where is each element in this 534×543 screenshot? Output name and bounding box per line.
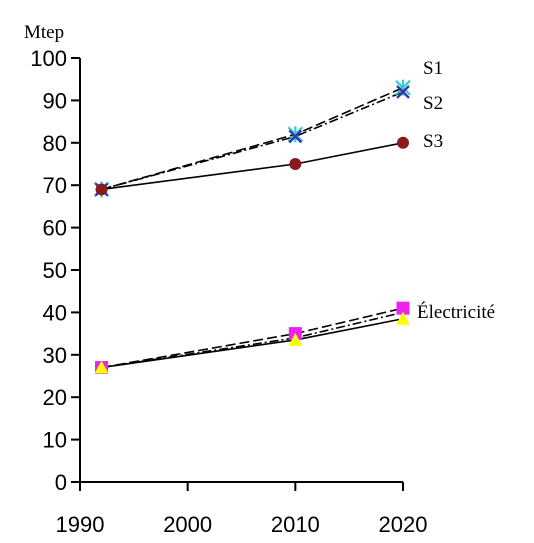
series-line-2 xyxy=(101,142,404,191)
series-label-1: S2 xyxy=(423,93,443,114)
series-1-marker-2 xyxy=(396,85,410,99)
series-labels: S1 S2 S3 Électricité xyxy=(417,58,495,323)
series-label-2: S3 xyxy=(423,131,443,152)
y-tick-label-10: 10 xyxy=(43,428,67,453)
series-lines xyxy=(101,86,404,369)
y-tick-label-50: 50 xyxy=(43,258,67,283)
series-line-0 xyxy=(101,86,404,191)
x-tick-label-2000: 2000 xyxy=(163,512,212,537)
y-tick-label-100: 100 xyxy=(30,46,67,71)
series-2-marker-2 xyxy=(397,136,409,149)
x-tick-label-2020: 2020 xyxy=(379,512,428,537)
y-tick-label-70: 70 xyxy=(43,173,67,198)
y-tick-label-20: 20 xyxy=(43,385,67,410)
y-tick-label-80: 80 xyxy=(43,131,67,156)
series-2-marker-0 xyxy=(95,183,108,196)
y-tick-label-0: 0 xyxy=(55,470,67,495)
series-5-marker-1 xyxy=(288,332,303,346)
x-tick-label-1990: 1990 xyxy=(56,512,105,537)
series-1-marker-1 xyxy=(288,129,303,144)
series-5-marker-0 xyxy=(94,360,109,374)
axes: 0 10 20 30 40 50 60 70 80 90 100 1990 2000 2010 2020 xyxy=(30,46,427,537)
y-tick-label-40: 40 xyxy=(43,300,67,325)
series-2-marker-1 xyxy=(289,158,302,170)
series-markers xyxy=(93,79,411,375)
x-tick-label-2010: 2010 xyxy=(271,512,320,537)
y-axis-unit-label: Mtep xyxy=(24,22,64,43)
y-tick-label-90: 90 xyxy=(43,88,67,113)
series-5-marker-2 xyxy=(396,311,410,325)
series-3-marker-2 xyxy=(396,301,410,315)
series-line-3 xyxy=(101,307,404,369)
y-tick-label-60: 60 xyxy=(43,216,67,241)
y-tick-label-30: 30 xyxy=(43,343,67,368)
series-0-marker-1 xyxy=(287,126,304,143)
series-label-0: S1 xyxy=(423,58,443,79)
series-label-3: Électricité xyxy=(417,301,495,323)
